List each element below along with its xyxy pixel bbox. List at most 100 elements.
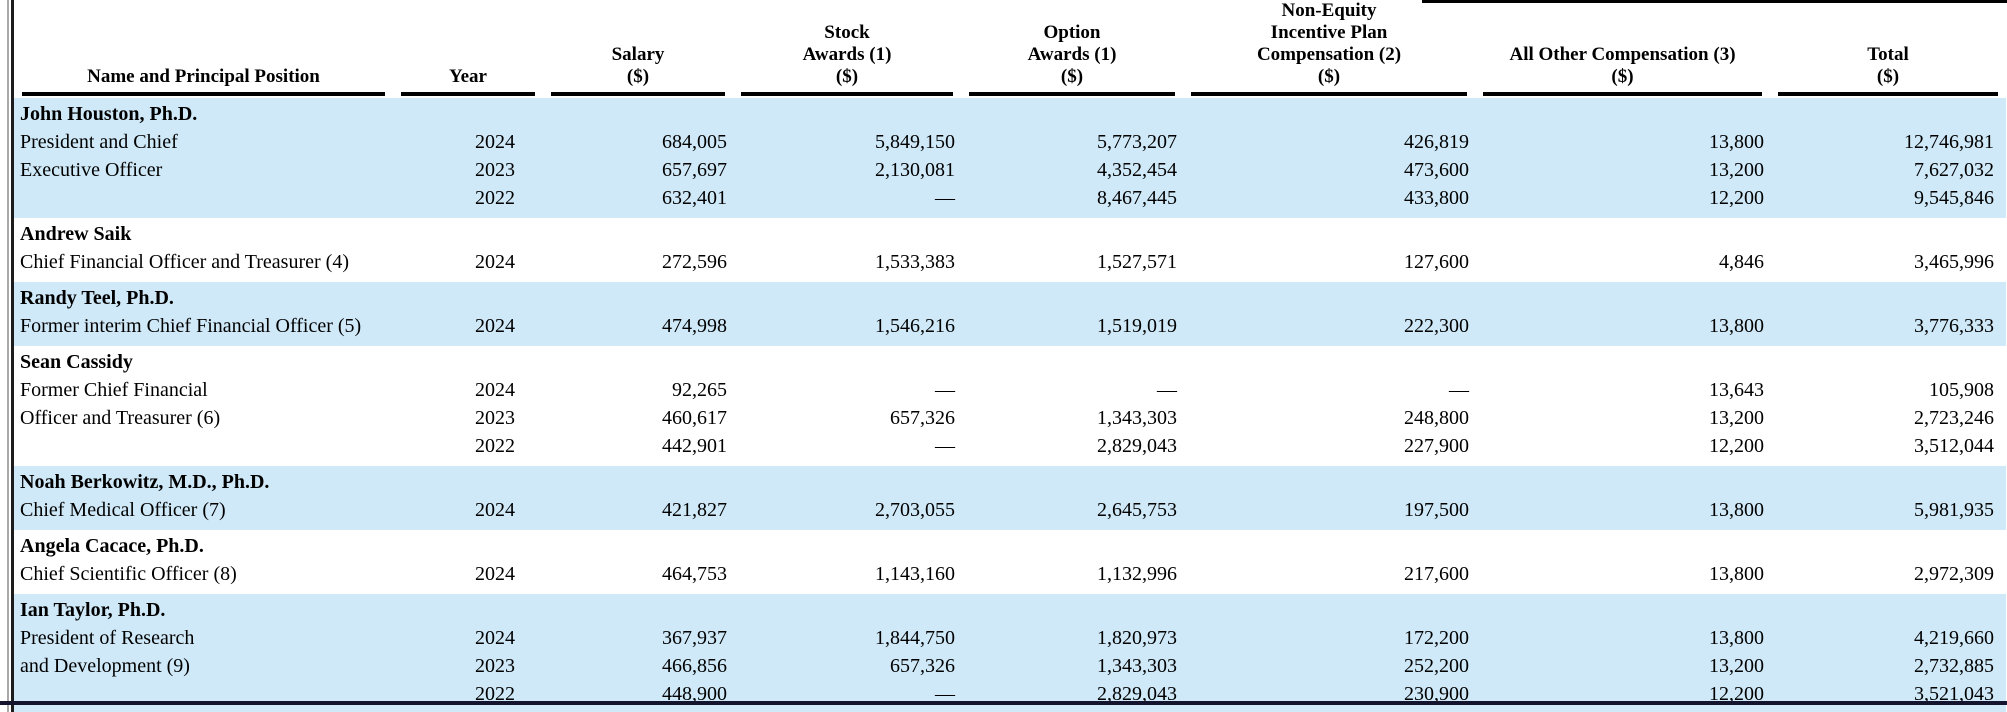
cell-salary: 474,998 <box>543 312 733 346</box>
cell-other: 13,800 <box>1475 312 1770 346</box>
cell-stock: — <box>935 379 955 401</box>
cell-other: 13,800 <box>1709 563 1764 585</box>
cell-name: Chief Financial Officer and Treasurer (4… <box>20 251 349 273</box>
cell-option: 5,773,207 <box>961 128 1183 156</box>
header-underline <box>741 92 953 96</box>
cell-option: 4,352,454 <box>961 156 1183 184</box>
cell-noneq: 197,500 <box>1183 496 1475 530</box>
cell-option: 2,829,043 <box>961 680 1183 712</box>
cell-stock: 2,703,055 <box>733 496 961 530</box>
cell-year: 2024 <box>475 379 515 401</box>
cell-option: 1,519,019 <box>961 312 1183 346</box>
compensation-table: Name and Principal Position Year Salary ($)… <box>14 0 2006 712</box>
cell-noneq: 473,600 <box>1183 156 1475 184</box>
cell-option: 1,132,996 <box>1097 563 1177 585</box>
cell-name: President of Research <box>14 624 393 652</box>
bottom-edge-rule <box>0 701 2007 705</box>
cell-stock: 1,546,216 <box>733 312 961 346</box>
header-label-line: Compensation (2) <box>1256 44 1402 65</box>
cell-total: 5,981,935 <box>1770 496 2006 530</box>
cell-year: 2022 <box>475 435 515 457</box>
data-row: Chief Medical Officer (7) 2024 421,827 2,70… <box>14 496 2006 530</box>
header-label-line: Stock <box>824 22 870 43</box>
group-name-row: Ian Taylor, Ph.D. <box>14 594 2006 624</box>
cell-stock: 2,130,081 <box>733 156 961 184</box>
cell-year: 2024 <box>393 128 543 156</box>
cell-year: 2023 <box>393 652 543 680</box>
cell-stock: 657,326 <box>733 652 961 680</box>
cell-stock: 5,849,150 <box>733 128 961 156</box>
cell-total: 7,627,032 <box>1770 156 2006 184</box>
cell-salary: 421,827 <box>543 496 733 530</box>
cell-other: 4,846 <box>1719 251 1764 273</box>
cell-total: 4,219,660 <box>1770 624 2006 652</box>
cell-total: 3,465,996 <box>1914 251 1994 273</box>
cell-salary: 460,617 <box>662 407 727 429</box>
data-row: Former Chief Financial 2024 92,265 — — — 13,64… <box>14 376 2006 404</box>
cell-name: Former Chief Financial <box>20 379 208 401</box>
cell-total: 2,972,309 <box>1914 563 1994 585</box>
data-row: and Development (9) 2023 466,856 657,326 1,3… <box>14 652 2006 680</box>
cell-name <box>14 680 393 712</box>
cell-option: 2,645,753 <box>961 496 1183 530</box>
header-year: Year <box>393 0 543 98</box>
cell-total: 105,908 <box>1929 379 1994 401</box>
cell-name <box>14 184 393 218</box>
executive-name: Noah Berkowitz, M.D., Ph.D. <box>14 466 2006 496</box>
data-row: President and Chief 2024 684,005 5,849,150 5… <box>14 128 2006 156</box>
data-row: Former interim Chief Financial Officer (… <box>14 312 2006 346</box>
executive-name: Andrew Saik <box>20 223 132 245</box>
table-body: John Houston, Ph.D. President and Chief 20… <box>14 98 2006 712</box>
cell-other: 13,643 <box>1709 379 1764 401</box>
cell-other: 12,200 <box>1475 184 1770 218</box>
header-label-line: ($) <box>1317 66 1341 87</box>
cell-name: Chief Scientific Officer (8) <box>20 563 237 585</box>
cell-name: Former interim Chief Financial Officer (… <box>14 312 393 346</box>
cell-name: and Development (9) <box>14 652 393 680</box>
cell-total: 9,545,846 <box>1770 184 2006 218</box>
header-total: Total ($) <box>1770 0 2006 98</box>
cell-noneq: 230,900 <box>1183 680 1475 712</box>
cell-total: 3,521,043 <box>1770 680 2006 712</box>
header-other: All Other Compensation (3) ($) <box>1475 0 1770 98</box>
header-label-line: ($) <box>835 66 859 87</box>
cell-option: 1,527,571 <box>1097 251 1177 273</box>
cell-noneq: — <box>1449 379 1469 401</box>
cell-noneq: 172,200 <box>1183 624 1475 652</box>
group-name-row: Noah Berkowitz, M.D., Ph.D. <box>14 466 2006 496</box>
cell-salary: 632,401 <box>543 184 733 218</box>
cell-salary: 657,697 <box>543 156 733 184</box>
header-label-line: ($) <box>1060 66 1084 87</box>
cell-total: 2,732,885 <box>1770 652 2006 680</box>
cell-noneq: 433,800 <box>1183 184 1475 218</box>
cell-option: — <box>1157 379 1177 401</box>
cell-total: 3,512,044 <box>1914 435 1994 457</box>
data-row: Officer and Treasurer (6) 2023 460,617 657,… <box>14 404 2006 432</box>
cell-year: 2022 <box>393 184 543 218</box>
header-underline <box>1191 92 1467 96</box>
top-edge-rule <box>1422 0 2007 3</box>
cell-other: 13,200 <box>1475 156 1770 184</box>
header-name: Name and Principal Position <box>14 0 393 98</box>
page-left-border-inner-line <box>11 0 14 712</box>
cell-option: 1,343,303 <box>1097 407 1177 429</box>
data-row: 2022 442,901 — 2,829,043 227,900 12,200 3,512,… <box>14 432 2006 466</box>
group-name-row: Angela Cacace, Ph.D. <box>14 530 2006 560</box>
cell-salary: 92,265 <box>672 379 727 401</box>
cell-year: 2023 <box>475 407 515 429</box>
cell-noneq: 222,300 <box>1183 312 1475 346</box>
executive-name: John Houston, Ph.D. <box>14 98 2006 128</box>
data-row: President of Research 2024 367,937 1,844,75… <box>14 624 2006 652</box>
cell-noneq: 227,900 <box>1404 435 1469 457</box>
header-row: Name and Principal Position Year Salary ($)… <box>14 0 2006 98</box>
cell-other: 13,800 <box>1475 624 1770 652</box>
cell-stock: 1,143,160 <box>875 563 955 585</box>
cell-noneq: 248,800 <box>1404 407 1469 429</box>
cell-salary: 684,005 <box>543 128 733 156</box>
executive-name: Angela Cacace, Ph.D. <box>20 535 204 557</box>
cell-stock: 1,533,383 <box>875 251 955 273</box>
header-label-line: Awards (1) <box>1027 44 1117 65</box>
executive-name: Randy Teel, Ph.D. <box>14 282 2006 312</box>
cell-name <box>14 432 393 466</box>
cell-noneq: 252,200 <box>1183 652 1475 680</box>
